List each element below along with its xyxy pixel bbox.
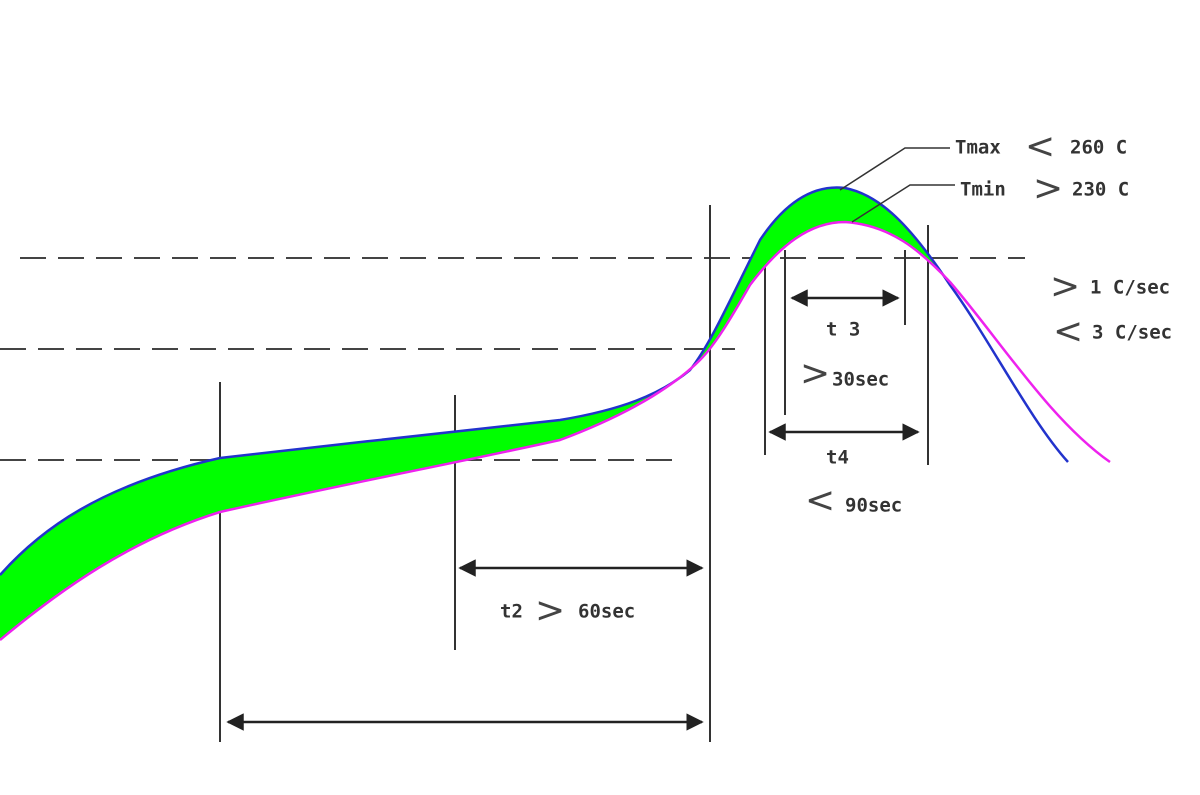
process-window: [0, 187, 950, 640]
t4-name: t4: [826, 447, 849, 469]
t3-name: t 3: [826, 319, 860, 341]
tmin-op: >: [1033, 168, 1063, 209]
ramp-max-op: <: [1053, 311, 1083, 352]
tmax-value: 260 C: [1070, 137, 1127, 159]
ramp-min-op: >: [1050, 266, 1080, 307]
tmin-value: 230 C: [1072, 179, 1129, 201]
labels: Tmax < 260 C Tmin > 230 C > 1 C/sec < 3 …: [500, 126, 1172, 631]
t3-value: 30sec: [832, 369, 889, 391]
tmax-op: <: [1025, 126, 1055, 167]
reference-lines: [0, 205, 1025, 742]
t2-value: 60sec: [578, 601, 635, 623]
t2-op: >: [535, 590, 565, 631]
t3-op: >: [800, 353, 830, 394]
t2-name: t2: [500, 601, 523, 623]
t4-op: <: [805, 480, 835, 521]
tmax-name: Tmax: [955, 137, 1001, 159]
ramp-max: 3 C/sec: [1092, 322, 1172, 344]
t4-value: 90sec: [845, 495, 902, 517]
arrows: [226, 147, 955, 731]
tmin-name: Tmin: [960, 179, 1006, 201]
ramp-min: 1 C/sec: [1090, 277, 1170, 299]
lower-profile: [0, 220, 1111, 641]
